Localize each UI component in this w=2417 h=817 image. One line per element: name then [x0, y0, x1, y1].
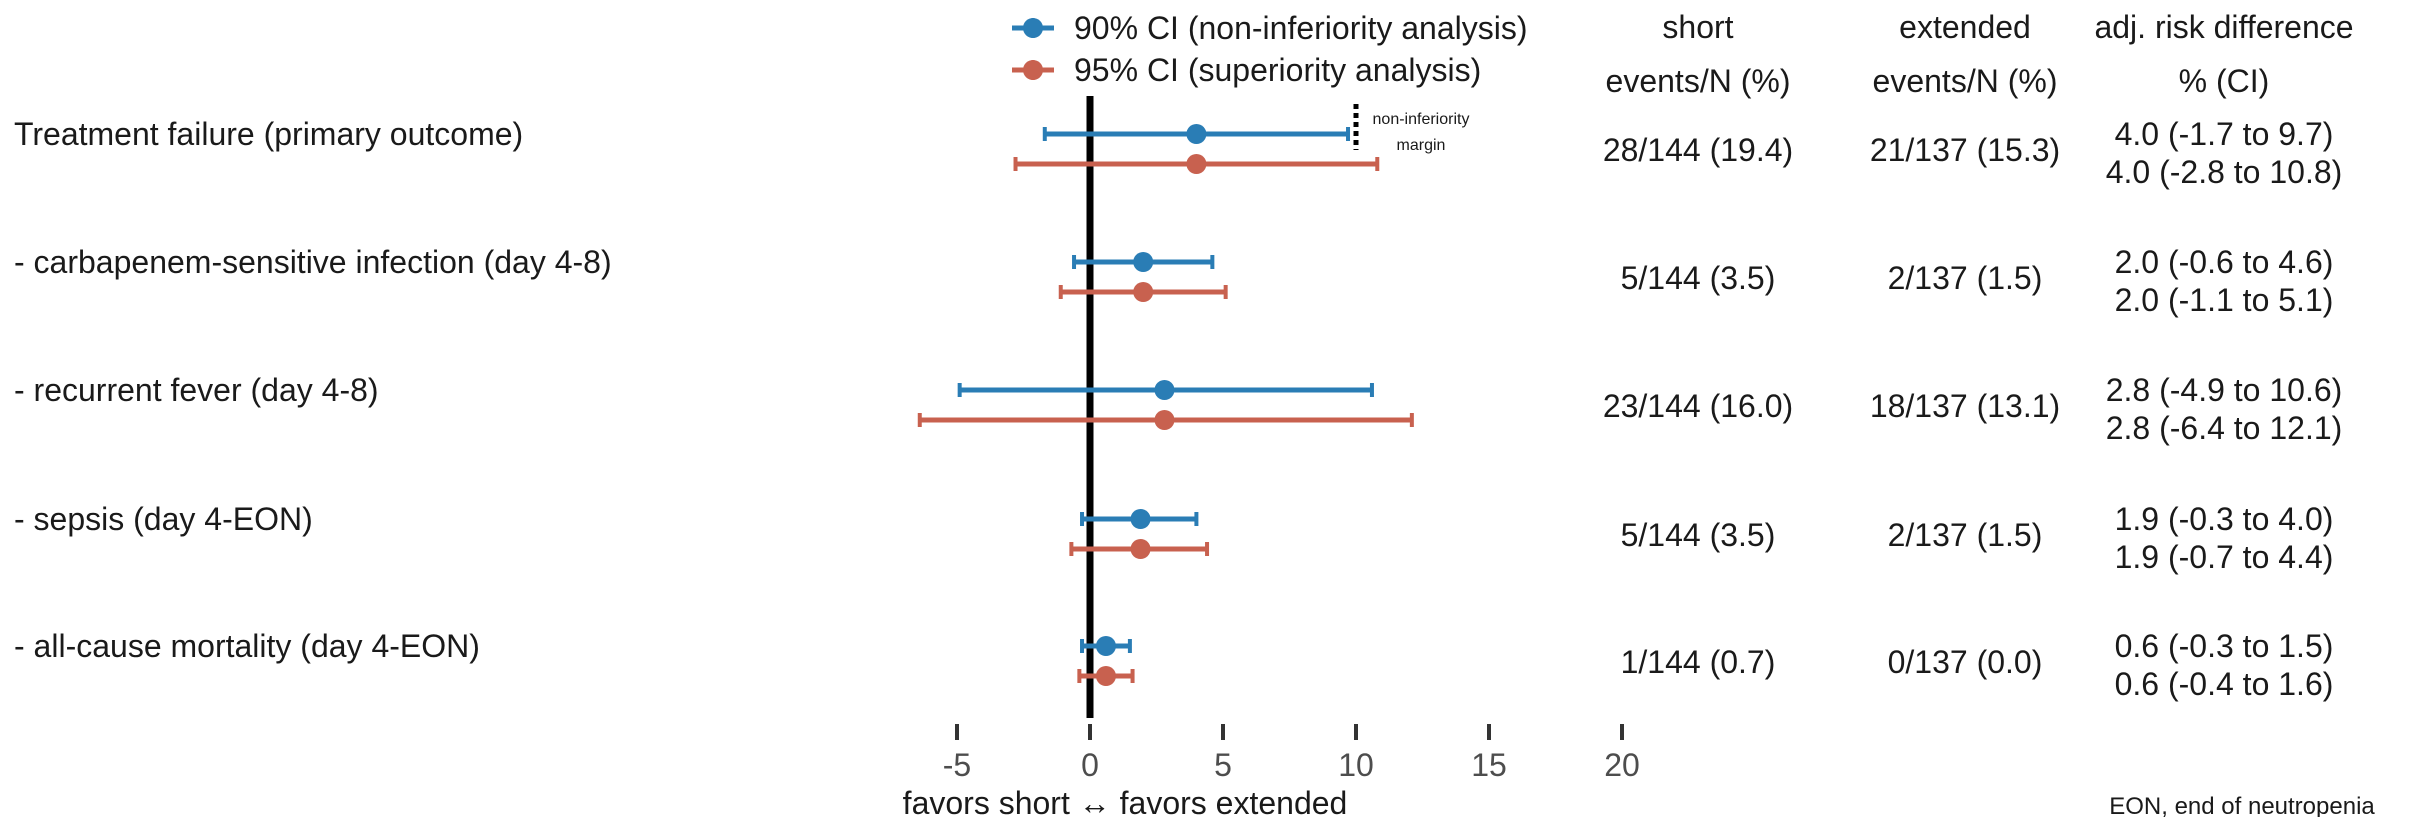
short-events: 5/144 (3.5) [1621, 517, 1776, 553]
outcome-label: Treatment failure (primary outcome) [14, 116, 523, 152]
point-estimate-ci95 [1186, 154, 1207, 174]
footnote: EON, end of neutropenia [2109, 793, 2375, 817]
outcome-label: - sepsis (day 4-EON) [14, 501, 313, 537]
short-events: 1/144 (0.7) [1621, 644, 1776, 680]
point-estimate-ci90 [1154, 380, 1175, 400]
point-estimate-ci95 [1133, 282, 1154, 302]
margin-label: non-inferiority [1373, 111, 1470, 128]
risk-difference-95: 4.0 (-2.8 to 10.8) [2106, 154, 2343, 190]
risk-difference-90: 2.8 (-4.9 to 10.6) [2106, 372, 2343, 408]
column-header-diff: adj. risk difference [2094, 9, 2353, 45]
risk-difference-95: 1.9 (-0.7 to 4.4) [2115, 539, 2334, 575]
point-estimate-ci95 [1154, 410, 1175, 430]
x-tick-label: 20 [1604, 747, 1640, 783]
legend-point-ci90 [1023, 18, 1043, 38]
outcome-label: - recurrent fever (day 4-8) [14, 372, 379, 408]
risk-difference-95: 2.0 (-1.1 to 5.1) [2115, 282, 2334, 318]
risk-difference-90: 1.9 (-0.3 to 4.0) [2115, 501, 2334, 537]
point-estimate-ci90 [1095, 636, 1116, 656]
extended-events: 2/137 (1.5) [1888, 260, 2043, 296]
point-estimate-ci95 [1130, 539, 1151, 559]
x-tick-label: -5 [943, 747, 971, 783]
short-events: 23/144 (16.0) [1603, 388, 1793, 424]
legend-label-ci90: 90% CI (non-inferiority analysis) [1074, 10, 1528, 46]
point-estimate-ci90 [1133, 252, 1154, 272]
risk-difference-95: 0.6 (-0.4 to 1.6) [2115, 666, 2334, 702]
extended-events: 2/137 (1.5) [1888, 517, 2043, 553]
outcome-label: - carbapenem-sensitive infection (day 4-… [14, 244, 612, 280]
x-tick-label: 0 [1081, 747, 1099, 783]
point-estimate-ci90 [1130, 509, 1151, 529]
point-estimate-ci90 [1186, 124, 1207, 144]
margin-label: margin [1397, 137, 1446, 154]
legend-point-ci95 [1023, 60, 1043, 80]
legend-label-ci95: 95% CI (superiority analysis) [1074, 52, 1481, 88]
extended-events: 0/137 (0.0) [1888, 644, 2043, 680]
column-header-diff: % (CI) [2179, 63, 2270, 99]
risk-difference-90: 4.0 (-1.7 to 9.7) [2115, 116, 2334, 152]
point-estimate-ci95 [1095, 666, 1116, 686]
short-events: 5/144 (3.5) [1621, 260, 1776, 296]
column-header-extended: events/N (%) [1873, 63, 2058, 99]
x-tick-label: 10 [1338, 747, 1374, 783]
x-tick-label: 5 [1214, 747, 1232, 783]
column-header-short: events/N (%) [1606, 63, 1791, 99]
column-header-short: short [1662, 9, 1733, 45]
risk-difference-95: 2.8 (-6.4 to 12.1) [2106, 410, 2343, 446]
short-events: 28/144 (19.4) [1603, 132, 1793, 168]
extended-events: 21/137 (15.3) [1870, 132, 2060, 168]
column-header-extended: extended [1899, 9, 2031, 45]
x-axis-label: favors short ↔ favors extended [903, 785, 1348, 817]
risk-difference-90: 2.0 (-0.6 to 4.6) [2115, 244, 2334, 280]
extended-events: 18/137 (13.1) [1870, 388, 2060, 424]
x-tick-label: 15 [1471, 747, 1507, 783]
outcome-label: - all-cause mortality (day 4-EON) [14, 628, 480, 664]
risk-difference-90: 0.6 (-0.3 to 1.5) [2115, 628, 2334, 664]
